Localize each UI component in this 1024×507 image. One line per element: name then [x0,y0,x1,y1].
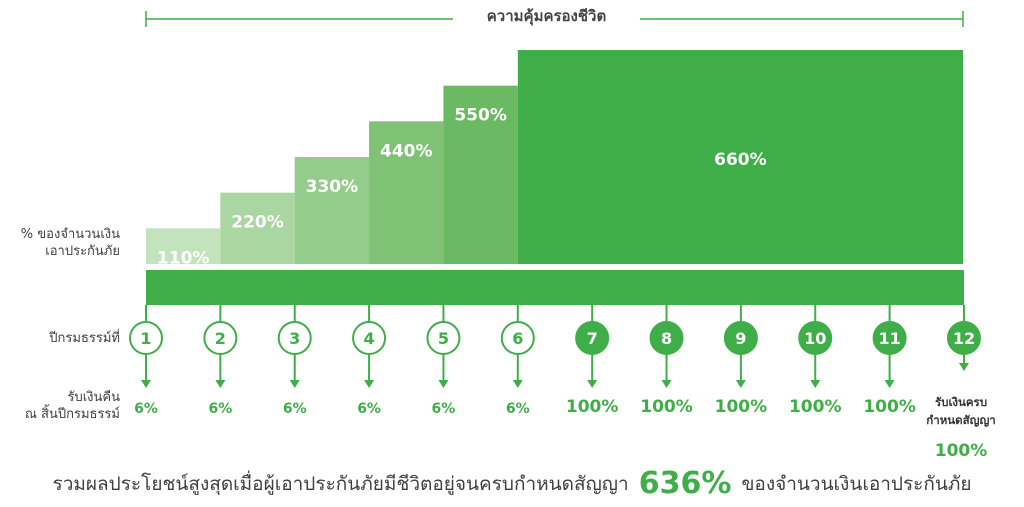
timeline-bar [146,270,964,305]
year-number-10: 10 [804,329,826,348]
coverage-pct-label: % ของจำนวนเงิน เอาประกันภัย [20,226,120,260]
coverage-step-label-2: 220% [231,213,284,233]
year-number-7: 7 [587,329,598,348]
coverage-step-label-3: 330% [306,177,359,197]
year-markers: 1 2 3 4 5 6 7 8 9 10 11 12 [129,305,981,388]
maturity-label-line2: กำหนดสัญญา [926,413,996,427]
coverage-step-label-1: 110% [157,248,210,268]
benefit-summary: รวมผลประโยชน์สูงสุดเมื่อผู้เอาประกันภัยม… [0,466,1024,501]
cashback-value-6: 6% [505,401,530,417]
year-number-5: 5 [438,329,449,348]
year-number-8: 8 [661,329,672,348]
cashback-value-5: 6% [431,401,456,417]
cashback-value-2: 6% [208,401,233,417]
coverage-pct-label-line2: เอาประกันภัย [45,244,120,259]
cashback-value-10: 100% [788,397,842,417]
year-number-1: 1 [140,329,151,348]
year-arrowhead-9 [735,380,746,388]
cashback-value-7: 100% [565,397,619,417]
year-number-11: 11 [878,329,900,348]
summary-after: ของจำนวนเงินเอาประกันภัย [741,473,972,495]
year-number-4: 4 [364,329,375,348]
cashback-value-1: 6% [134,401,158,417]
year-number-9: 9 [735,329,746,348]
year-number-12: 12 [953,329,975,348]
coverage-step-5 [443,85,518,265]
coverage-step-3 [294,157,370,264]
year-arrowhead-5 [438,380,449,388]
year-arrowhead-11 [884,380,895,388]
coverage-step-label-5: 550% [454,106,507,126]
cashback-value-11: 100% [863,397,916,417]
cashback-label-line1: รับเงินคืน [67,390,121,405]
summary-highlight: 636% [638,466,732,501]
year-number-2: 2 [215,329,226,348]
coverage-title: ความคุ้มครองชีวิต [486,7,607,25]
coverage-step-6 [517,50,963,264]
year-arrowhead-7 [587,380,598,388]
coverage-step-4 [369,121,444,264]
year-number-6: 6 [512,329,523,348]
coverage-step-2 [220,192,295,264]
coverage-step-label-6: 660% [714,150,767,170]
coverage-pct-label-line1: % ของจำนวนเงิน [20,227,120,242]
coverage-step-label-4: 440% [380,141,433,161]
cashback-label-line2: ณ สิ้นปีกรมธรรม์ [24,407,120,422]
cashback-value-3: 6% [282,401,307,417]
maturity-label: รับเงินครบ กำหนดสัญญา [906,393,1016,429]
summary-before: รวมผลประโยชน์สูงสุดเมื่อผู้เอาประกันภัยม… [52,473,629,495]
cashback-value-4: 6% [357,401,381,417]
coverage-bracket [145,11,964,27]
coverage-steps: 110% 220% 330% 440% 550% 660% [146,50,963,268]
year-arrowhead-6 [512,380,523,388]
cashback-value-9: 100% [714,397,768,417]
year-arrowhead-1 [141,380,151,388]
year-arrowhead-4 [364,380,375,388]
year-arrowhead-12 [958,363,969,371]
year-arrowhead-3 [289,380,300,388]
year-arrowhead-8 [661,380,672,388]
coverage-step-1 [146,228,221,264]
maturity-label-line1: รับเงินครบ [934,395,988,409]
maturity-value: 100% [934,441,988,461]
cashback-value-8: 100% [640,397,693,417]
year-arrowhead-10 [810,380,821,388]
year-number-3: 3 [289,329,300,348]
policy-year-label: ปีกรมธรรม์ที่ [49,331,120,346]
cashback-label: รับเงินคืน ณ สิ้นปีกรมธรรม์ [0,389,120,423]
year-arrowhead-2 [215,380,226,388]
